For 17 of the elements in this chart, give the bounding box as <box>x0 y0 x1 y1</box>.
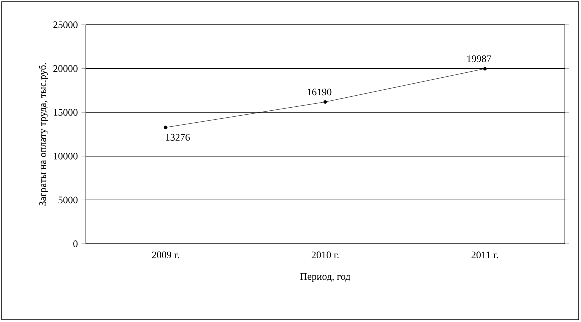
data-label: 19987 <box>468 56 492 62</box>
point <box>164 126 168 130</box>
x-tick-label: 2010 г. <box>312 252 339 259</box>
point <box>483 67 487 71</box>
data-label: 16190 <box>308 88 332 96</box>
y-axis-title: Заграты на оплату труда, тыс.руб. <box>39 63 48 206</box>
y-tick-label: 5000 <box>58 196 78 204</box>
y-tick-label: 10000 <box>54 153 78 160</box>
data-label: 13276 <box>166 134 190 141</box>
y-tick-label: 25000 <box>54 22 78 28</box>
y-tick-label: 0 <box>74 240 78 248</box>
y-tick-label: 20000 <box>54 65 78 72</box>
y-tick-label: 15000 <box>54 109 78 116</box>
point <box>324 100 328 104</box>
x-axis-title: Период, год <box>300 273 351 282</box>
x-tick-label: 2009 г. <box>152 252 180 259</box>
x-tick-label: 2011 г. <box>472 252 498 259</box>
